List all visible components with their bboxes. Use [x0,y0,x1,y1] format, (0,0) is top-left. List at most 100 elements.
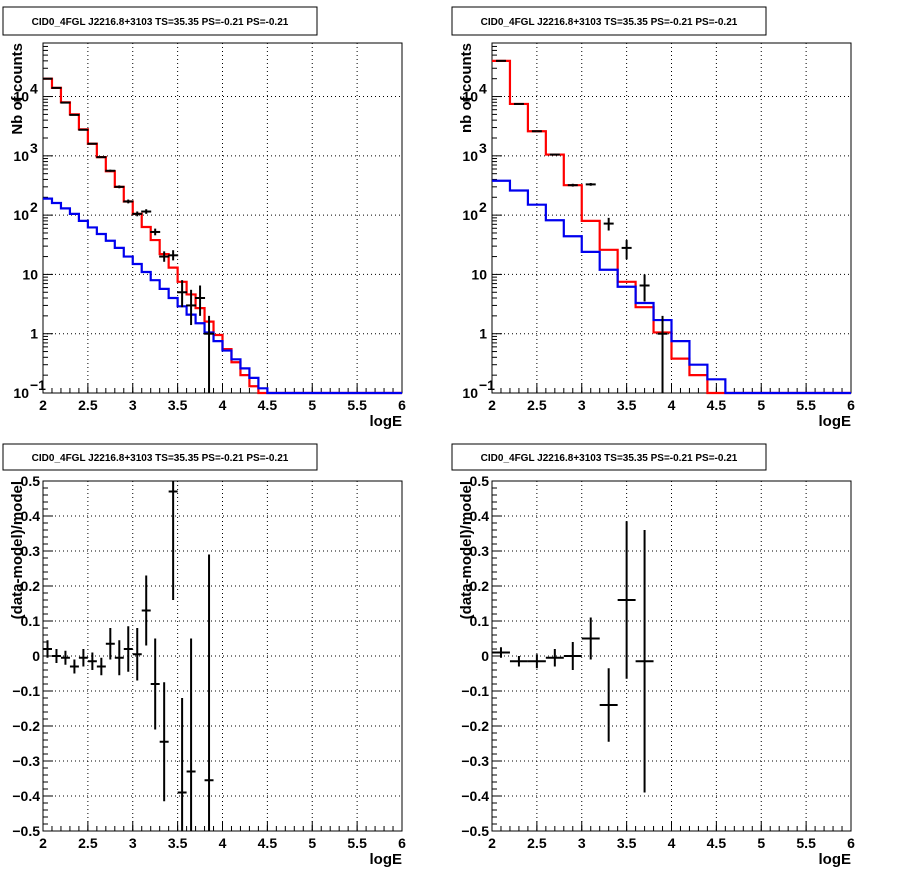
x-tick-label: 2.5 [78,397,98,413]
y-tick-label: 0.4 [21,508,41,524]
x-tick-label: 6 [847,397,855,413]
y-tick-exponent: −1 [30,377,46,393]
x-tick-label: 5 [757,835,765,851]
x-tick-label: 4 [668,397,676,413]
y-tick-label: −0.2 [461,718,489,734]
y-tick-label: −0.3 [12,753,40,769]
title-box [2,6,318,36]
x-tick-label: 2 [39,397,47,413]
chart-panel-2: CID0_4FGL J2216.8+3103 TS=35.35 PS=-0.21… [451,6,855,430]
y-tick-label: 10 [471,266,487,282]
x-tick-label: 6 [398,835,406,851]
y-tick-label: −0.3 [461,753,489,769]
x-tick-label: 2.5 [527,835,547,851]
chart-title: CID0_4FGL J2216.8+3103 TS=35.35 PS=-0.21… [481,453,738,464]
y-tick-label: 10 [13,148,29,164]
x-tick-label: 6 [398,397,406,413]
y-tick-exponent: 4 [479,81,487,97]
y-tick-label: −0.4 [12,788,40,804]
x-tick-label: 2.5 [527,397,547,413]
y-tick-label: 0.2 [470,578,490,594]
x-tick-label: 4.5 [707,397,727,413]
x-tick-label: 3.5 [617,397,637,413]
chart-title: CID0_4FGL J2216.8+3103 TS=35.35 PS=-0.21… [32,453,289,464]
x-tick-label: 3.5 [168,397,188,413]
y-tick-label: 0.3 [470,543,490,559]
y-tick-exponent: 3 [30,140,38,156]
x-tick-label: 3 [129,835,137,851]
y-tick-label: 1 [479,326,487,342]
x-tick-label: 4 [668,835,676,851]
x-axis-title: logE [370,851,403,868]
y-tick-label: −0.1 [12,683,40,699]
x-tick-label: 2 [488,835,496,851]
x-tick-label: 3 [129,397,137,413]
series-line-background-model [492,179,851,395]
x-axis-title: logE [819,413,852,430]
y-tick-exponent: 3 [479,140,487,156]
x-tick-label: 5.5 [347,835,367,851]
y-tick-label: 10 [22,266,38,282]
y-axis-title: (data-model)/model [9,481,26,619]
chart-panel-4: CID0_4FGL J2216.8+3103 TS=35.35 PS=-0.21… [451,443,855,868]
chart-panel-3: CID0_4FGL J2216.8+3103 TS=35.35 PS=-0.21… [2,443,406,868]
y-tick-label: 1 [30,326,38,342]
x-tick-label: 6 [847,835,855,851]
x-tick-label: 4 [219,397,227,413]
y-tick-exponent: 2 [30,199,38,215]
y-tick-label: 10 [462,148,478,164]
y-tick-label: −0.4 [461,788,489,804]
x-tick-label: 5 [308,835,316,851]
y-axis-title: (data-model)/model [458,481,475,619]
x-tick-label: 2 [39,835,47,851]
x-tick-label: 3.5 [617,835,637,851]
x-tick-label: 5 [308,397,316,413]
x-tick-label: 3 [578,397,586,413]
y-tick-label: −0.2 [12,718,40,734]
chart-title: CID0_4FGL J2216.8+3103 TS=35.35 PS=-0.21… [481,17,738,28]
x-tick-label: 3 [578,835,586,851]
x-tick-label: 4.5 [258,835,278,851]
y-tick-label: 10 [13,89,29,105]
y-tick-label: 10 [462,89,478,105]
x-tick-label: 2 [488,397,496,413]
x-tick-label: 5.5 [796,397,816,413]
y-tick-label: −0.1 [461,683,489,699]
y-axis-title: Nb of counts [9,43,26,135]
x-tick-label: 4.5 [707,835,727,851]
y-tick-label: 10 [462,385,478,401]
y-tick-label: 10 [13,207,29,223]
x-tick-label: 4 [219,835,227,851]
y-tick-label: −0.5 [461,823,489,839]
y-tick-exponent: −1 [479,377,495,393]
y-tick-label: 0 [481,648,489,664]
y-tick-label: 10 [462,207,478,223]
x-axis-title: logE [370,413,403,430]
x-tick-label: 2.5 [78,835,98,851]
x-tick-label: 5 [757,397,765,413]
y-tick-label: 10 [13,385,29,401]
title-box [2,443,318,471]
x-tick-label: 5.5 [347,397,367,413]
series-line-total-model [492,59,851,395]
y-tick-exponent: 4 [30,81,38,97]
y-tick-label: 0.2 [21,578,41,594]
y-tick-label: 0.1 [470,613,490,629]
y-axis-title: nb of counts [458,43,475,133]
y-tick-exponent: 2 [479,199,487,215]
chart-panel-1: CID0_4FGL J2216.8+3103 TS=35.35 PS=-0.21… [2,6,406,430]
title-box [451,6,767,36]
y-tick-label: −0.5 [12,823,40,839]
y-tick-label: 0.5 [21,473,41,489]
x-axis-title: logE [819,851,852,868]
title-box [451,443,767,471]
y-tick-label: 0 [32,648,40,664]
y-tick-label: 0.3 [21,543,41,559]
x-tick-label: 4.5 [258,397,278,413]
y-tick-label: 0.1 [21,613,41,629]
chart-title: CID0_4FGL J2216.8+3103 TS=35.35 PS=-0.21… [32,17,289,28]
x-tick-label: 3.5 [168,835,188,851]
y-tick-label: 0.4 [470,508,490,524]
x-tick-label: 5.5 [796,835,816,851]
